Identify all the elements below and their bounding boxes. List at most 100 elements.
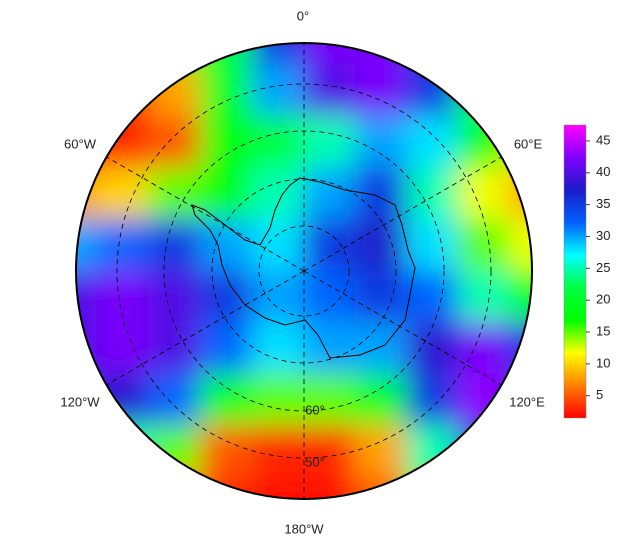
field-cell bbox=[199, 115, 254, 169]
field-cell bbox=[406, 166, 460, 221]
field-cell bbox=[457, 43, 512, 66]
field bbox=[76, 43, 532, 499]
field-cell bbox=[148, 218, 202, 272]
field-cell bbox=[76, 476, 99, 499]
field-cell bbox=[303, 321, 357, 376]
lon-label: 120°E bbox=[509, 394, 545, 409]
field-cell bbox=[148, 166, 202, 221]
colorbar-tick-label: 10 bbox=[596, 355, 610, 370]
field-cell bbox=[509, 270, 532, 324]
field-cell bbox=[76, 63, 99, 118]
field-cell bbox=[509, 424, 532, 479]
lon-label: 120°W bbox=[60, 394, 100, 409]
field-cell bbox=[406, 218, 460, 272]
field-cell bbox=[406, 321, 460, 376]
field-cell bbox=[148, 270, 202, 324]
field-cell bbox=[76, 218, 99, 272]
field-cell bbox=[406, 270, 460, 324]
field-cell bbox=[148, 373, 202, 427]
field-cell bbox=[303, 115, 357, 169]
field-cell bbox=[251, 166, 305, 221]
field-cell bbox=[76, 43, 99, 66]
field-cell bbox=[199, 321, 254, 376]
lon-label: 60°W bbox=[64, 136, 97, 151]
field-cell bbox=[251, 270, 305, 324]
field-cell bbox=[354, 115, 409, 169]
field-cell bbox=[76, 270, 99, 324]
field-cell bbox=[354, 218, 409, 272]
field-cell bbox=[251, 43, 305, 66]
field-cell bbox=[148, 476, 202, 499]
field-cell bbox=[303, 270, 357, 324]
lon-label: 0° bbox=[297, 8, 309, 23]
colorbar-tick-label: 35 bbox=[596, 196, 610, 211]
colorbar-tick-label: 25 bbox=[596, 260, 610, 275]
field-cell bbox=[96, 166, 151, 221]
field-cell bbox=[148, 43, 202, 66]
map-border bbox=[75, 42, 533, 500]
field-cell bbox=[96, 321, 151, 376]
field-cell bbox=[251, 424, 305, 479]
lon-label: 180°W bbox=[284, 521, 324, 536]
field-cell bbox=[199, 63, 254, 118]
field-cell bbox=[303, 424, 357, 479]
graticule bbox=[106, 43, 502, 499]
field-cell bbox=[251, 321, 305, 376]
field-cell bbox=[457, 476, 512, 499]
colorbar-tick-label: 5 bbox=[596, 387, 603, 402]
field-cell bbox=[354, 373, 409, 427]
field-cell bbox=[509, 63, 532, 118]
field-cell bbox=[251, 476, 305, 499]
field-cell bbox=[406, 43, 460, 66]
colorbar-tick-label: 15 bbox=[596, 323, 610, 338]
field-cell bbox=[76, 424, 99, 479]
meridian bbox=[106, 156, 305, 272]
field-cell bbox=[251, 115, 305, 169]
field-cell bbox=[303, 373, 357, 427]
field-cell bbox=[406, 476, 460, 499]
field-cell bbox=[509, 476, 532, 499]
field-cell bbox=[148, 115, 202, 169]
field-cell bbox=[251, 373, 305, 427]
lat-label: 50° bbox=[305, 454, 325, 469]
field-cell bbox=[303, 43, 357, 66]
field-cell bbox=[509, 218, 532, 272]
field-cell bbox=[406, 115, 460, 169]
field-cell bbox=[354, 270, 409, 324]
field-cell bbox=[354, 424, 409, 479]
meridian bbox=[303, 156, 502, 272]
field-cell bbox=[354, 63, 409, 118]
field-cell bbox=[199, 270, 254, 324]
lat-circle bbox=[116, 83, 492, 459]
field-layer bbox=[76, 43, 532, 499]
colorbar-tick-label: 40 bbox=[596, 164, 610, 179]
field-cell bbox=[354, 321, 409, 376]
field-cell bbox=[96, 43, 151, 66]
field-cell bbox=[303, 476, 357, 499]
field-cell bbox=[199, 218, 254, 272]
field-cell bbox=[96, 270, 151, 324]
coastline bbox=[191, 177, 416, 359]
field-cell bbox=[303, 218, 357, 272]
colorbar-tick-label: 30 bbox=[596, 228, 610, 243]
colorbar-tick-label: 45 bbox=[596, 132, 610, 147]
field-cell bbox=[148, 321, 202, 376]
field-cell bbox=[96, 218, 151, 272]
meridian bbox=[106, 270, 305, 386]
field-cell bbox=[96, 476, 151, 499]
meridian bbox=[303, 270, 502, 386]
field-cell bbox=[199, 166, 254, 221]
field-cell bbox=[199, 424, 254, 479]
field-cell bbox=[509, 43, 532, 66]
colorbar-ticks: 5 10 15 20 25 30 35 40 45 bbox=[586, 132, 610, 402]
field-cell bbox=[303, 166, 357, 221]
colorbar bbox=[563, 124, 587, 419]
field-cell bbox=[354, 166, 409, 221]
field-cell bbox=[199, 373, 254, 427]
lat-label: 60° bbox=[305, 402, 325, 417]
field-cell bbox=[457, 218, 512, 272]
field-cell bbox=[406, 373, 460, 427]
field-cell bbox=[457, 321, 512, 376]
field-cell bbox=[457, 270, 512, 324]
